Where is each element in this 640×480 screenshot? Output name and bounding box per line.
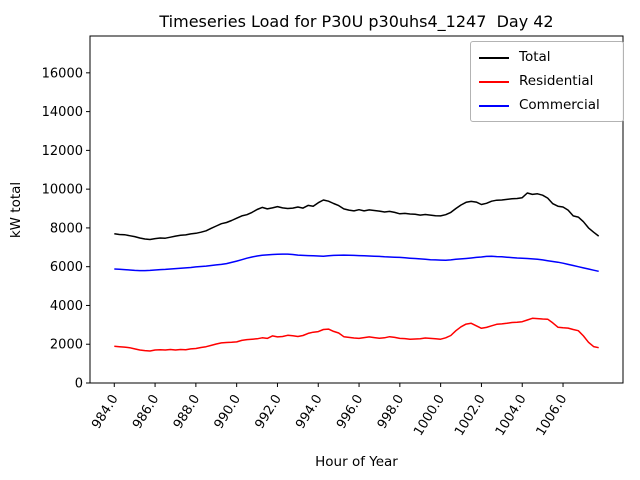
y-axis-label: kW total <box>8 181 24 239</box>
legend-label-commercial: Commercial <box>519 97 600 113</box>
x-tick-label: 984.0 <box>89 392 121 432</box>
x-tick-label: 990.0 <box>212 392 244 432</box>
y-tick-label: 8000 <box>50 221 83 236</box>
y-tick-label: 0 <box>75 377 83 392</box>
y-tick-label: 16000 <box>42 66 83 81</box>
y-tick-label: 6000 <box>50 260 83 275</box>
y-tick-label: 10000 <box>42 183 83 198</box>
legend-line-swatch-total <box>479 56 509 59</box>
y-tick-label: 2000 <box>50 338 83 353</box>
axes-spines <box>89 35 624 384</box>
x-tick-label: 1002.0 <box>452 392 489 439</box>
x-tick-label: 992.0 <box>252 392 284 432</box>
legend-label-total: Total <box>519 49 551 65</box>
series-line-residential <box>114 317 599 352</box>
x-tick-label: 1004.0 <box>493 392 530 439</box>
y-tick-label: 12000 <box>42 144 83 159</box>
legend-line-swatch-residential <box>479 80 509 83</box>
x-axis-label: Hour of Year <box>315 454 398 470</box>
legend-line-swatch-commercial <box>479 104 509 107</box>
y-tick-label: 4000 <box>50 299 83 314</box>
x-tick-label: 1000.0 <box>411 392 448 439</box>
legend-item-total: Total <box>479 49 615 66</box>
x-tick-label: 996.0 <box>334 392 366 432</box>
y-tick-label: 14000 <box>42 105 83 120</box>
legend-label-residential: Residential <box>519 73 594 89</box>
x-tick-label: 988.0 <box>171 392 203 432</box>
legend-item-commercial: Commercial <box>479 97 615 114</box>
series-line-commercial <box>114 253 599 273</box>
x-tick-label: 986.0 <box>130 392 162 432</box>
x-tick-label: 1006.0 <box>534 392 571 439</box>
x-tick-label: 998.0 <box>375 392 407 432</box>
legend: Total Residential Commercial <box>470 41 624 122</box>
x-tick-label: 994.0 <box>293 392 325 432</box>
series-line-total <box>114 192 600 241</box>
chart-title: Timeseries Load for P30U p30uhs4_1247 Da… <box>159 12 554 31</box>
legend-item-residential: Residential <box>479 73 615 90</box>
